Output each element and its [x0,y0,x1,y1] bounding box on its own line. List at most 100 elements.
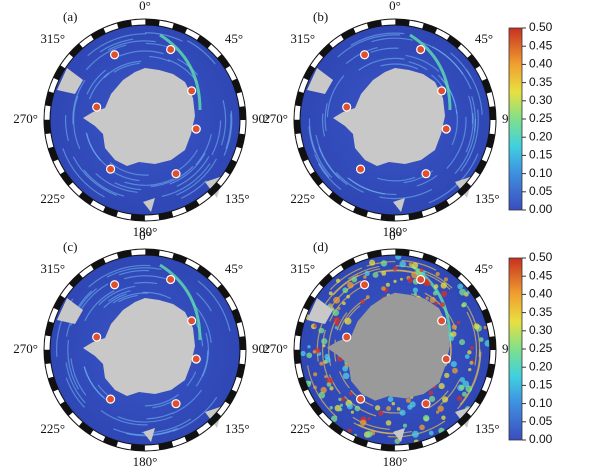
speckle [335,278,341,283]
angle-label: 90° [252,341,270,356]
speckle [318,327,325,334]
current-streak [314,153,330,178]
current-streak [107,40,156,51]
speckle [456,320,461,325]
angle-label: 270° [263,341,288,356]
colorbar-tick-label: 0.45 [529,38,553,52]
angle-label: 270° [13,341,38,356]
speckle [329,386,334,391]
speckle [332,309,340,317]
angle-label: 45° [225,261,243,276]
angle-label: 180° [133,224,158,239]
speckle [441,290,448,297]
current-streak [329,267,363,291]
colorbar-tick-label: 0.05 [529,414,553,428]
colorbar-tick-label: 0.40 [529,57,553,71]
current-streak [460,109,479,172]
speckle [456,395,462,401]
colorbar-tick-label: 0.45 [529,268,553,282]
current-streak [347,177,386,195]
current-streak [416,174,438,187]
speckle [334,326,338,330]
speckle [329,406,333,410]
colorbar-tick-label: 0.50 [529,250,553,264]
current-streak [358,57,405,71]
current-streak [149,55,171,62]
new-zealand [393,428,405,442]
current-streak [86,69,107,95]
current-streak [161,163,211,197]
speckle [363,275,367,279]
current-streak [179,149,199,171]
colorbar-tick-label: 0.20 [529,359,553,373]
station-marker [441,354,451,364]
current-streak [124,178,174,186]
speckle [399,409,406,416]
current-streak [466,311,478,366]
speckle [372,271,379,278]
speckle [419,424,425,431]
current-streak [186,371,197,387]
south-america [57,68,83,94]
speckle [438,382,445,390]
current-streak [405,54,440,72]
current-streak [306,365,338,418]
station-marker [421,399,431,409]
current-streak [197,280,231,332]
current-streak [146,412,174,420]
speckle [392,266,398,271]
colorbar: 0.00 0.05 0.10 0.15 0.20 0.25 0.30 0.35 0.40 0.45… [508,250,553,446]
antarctica [333,68,445,166]
colorbar-tick-label: 0.00 [529,202,553,216]
colorbar: 0.00 0.05 0.10 0.15 0.20 0.25 0.30 0.35 0.40 0.45… [508,20,553,216]
speckle [452,367,458,374]
angle-label: 270° [13,111,38,126]
speckle [428,430,434,436]
current-streak [316,321,324,362]
speckle [459,288,466,296]
panel-label: (c) [63,239,77,254]
speckle [407,277,413,283]
speckle [425,296,429,300]
speckle [313,385,317,390]
angle-label: 315° [40,31,65,46]
current-streak [83,169,125,197]
current-streak [114,182,142,191]
station-marker [92,332,102,342]
map-panel: 0°45°90°135°180°225°270°315°(d) [263,228,520,469]
angle-label: 45° [225,31,243,46]
station-marker [109,50,120,60]
speckle [434,302,438,306]
current-streak [73,95,81,150]
station-marker [105,164,116,174]
speckle [350,410,354,414]
current-streak [379,188,433,200]
current-streak [335,172,364,193]
speckle [339,403,344,407]
acc-band [159,263,202,341]
colorbar-tick-label: 0.30 [529,323,553,337]
speckle [342,287,349,294]
current-streak [347,265,380,280]
current-streak [119,50,164,57]
station-marker [187,86,197,96]
speckle [440,282,447,289]
speckle [428,390,434,396]
station-marker [355,164,366,174]
current-streak [324,103,328,132]
speckle [342,372,350,380]
colorbar-tick-label: 0.10 [529,166,553,180]
speckle [387,396,394,403]
current-streak [328,374,341,395]
map-panel: 0° 45° 90° 135° 180° 225° 270° 315° (a) [13,0,270,239]
station-marker [166,44,176,55]
angle-label: 135° [225,421,250,436]
current-streak [65,377,85,408]
speckle [381,270,387,276]
speckle [450,361,457,368]
station-marker [105,394,116,404]
speckle [351,276,358,283]
speckle [369,259,376,266]
angle-label: 315° [290,31,315,46]
panel-label: (a) [63,9,77,24]
